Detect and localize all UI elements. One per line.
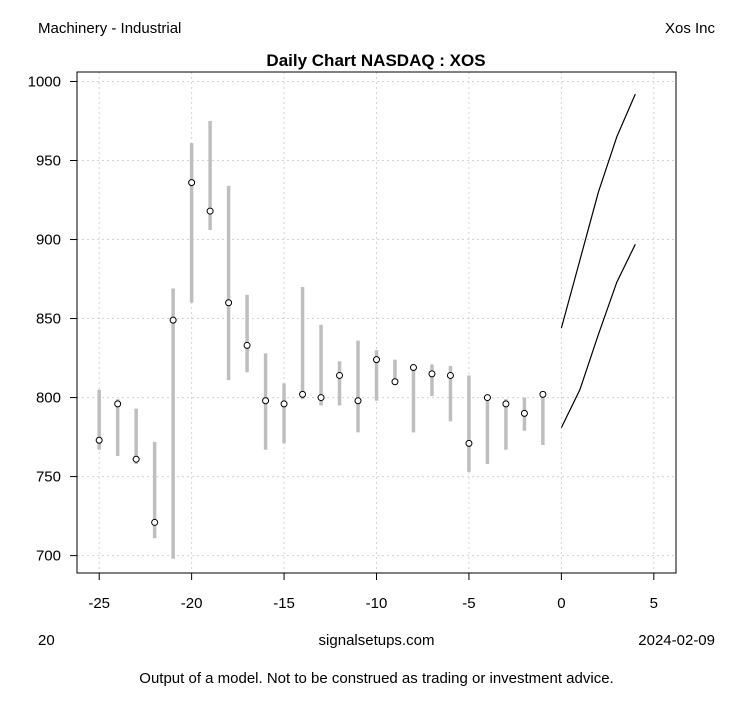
x-tick-label: 0 [557,595,565,612]
axes: -25 -20 -15 -10 -5 0 5 700 750 800 850 900 950 1000 [28,73,658,612]
grid-lines [77,72,676,573]
company-name: Xos Inc [664,20,715,37]
close-point [354,397,362,405]
x-tick-label: -15 [273,595,295,612]
close-point [336,371,344,379]
close-point [225,299,233,307]
x-tick-label: -10 [366,595,388,612]
projection-line [560,93,636,329]
close-point [502,400,510,408]
close-point [428,370,436,378]
plot-frame [76,71,677,574]
close-point [114,400,122,408]
footer-site: signalsetups.com [318,632,435,649]
close-point [299,390,307,398]
x-tick-label: 5 [650,595,658,612]
close-point [520,409,528,417]
close-point [243,341,251,349]
footer-date: 2024-02-09 [638,632,715,649]
close-point [169,316,177,324]
y-tick-label: 950 [36,153,61,170]
close-point [262,397,270,405]
close-point [373,356,380,364]
y-tick-label: 750 [36,469,61,486]
close-point [280,400,288,408]
y-tick-label: 900 [36,232,61,249]
x-tick-label: -20 [181,595,203,612]
range-bars [97,120,545,559]
y-tick-label: 850 [36,311,61,328]
chart-title: Daily Chart NASDAQ : XOS [266,51,485,70]
close-point [95,436,103,444]
y-tick-label: 1000 [28,73,61,90]
y-tick-label: 800 [36,390,61,407]
close-point [409,364,417,372]
close-point [465,439,473,447]
close-point [151,518,159,526]
close-point [539,390,547,398]
close-point [132,455,140,463]
close-point [446,371,454,379]
close-point [317,394,325,402]
close-point [206,207,214,215]
x-tick-label: -25 [88,595,110,612]
close-point [188,179,196,187]
close-point [483,394,491,402]
projection-lines [560,93,636,428]
close-points [95,179,547,526]
projection-line [560,244,636,428]
footer-number: 20 [38,632,55,649]
disclaimer: Output of a model. Not to be construed a… [139,670,614,687]
close-point [391,378,399,386]
x-tick-label: -5 [462,595,475,612]
sector-label: Machinery - Industrial [38,20,182,37]
y-tick-label: 700 [36,548,61,565]
